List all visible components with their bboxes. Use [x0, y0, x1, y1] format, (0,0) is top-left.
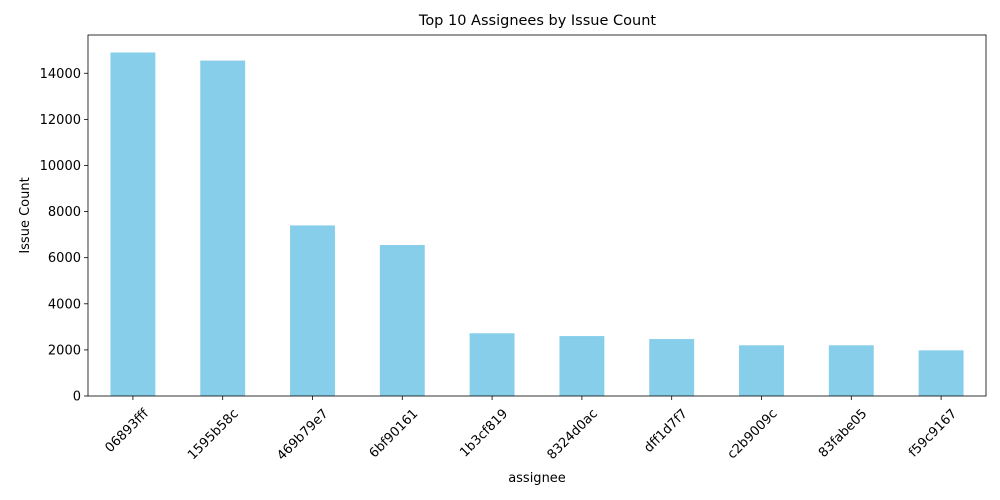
y-tick-label: 2000 — [48, 343, 81, 358]
bar-1595b58c — [200, 60, 246, 396]
x-tick-label: 1b3cf819 — [457, 406, 511, 460]
bar-c2b9009c — [739, 345, 784, 396]
y-axis-ticks: 0 2000 4000 6000 8000 10000 12000 14000 — [40, 67, 88, 405]
x-tick-label: 6bf90161 — [367, 406, 422, 461]
x-tick-label: 83fabe05 — [816, 406, 870, 460]
y-tick-label: 6000 — [48, 251, 81, 266]
x-axis-ticks: 06893fff 1595b58c 469b79e7 6bf90161 1b3cf819… — [103, 396, 960, 464]
x-tick-label: 1595b58c — [185, 406, 242, 463]
y-tick-label: 10000 — [40, 159, 81, 174]
bars-group — [110, 52, 964, 396]
x-tick-label: 06893fff — [103, 406, 153, 456]
y-tick-label: 4000 — [48, 297, 81, 312]
bar-6bf90161 — [379, 245, 425, 396]
y-tick-label: 8000 — [48, 205, 81, 220]
x-tick-label: c2b9009c — [725, 406, 781, 462]
bar-06893fff — [110, 52, 156, 396]
y-tick-label: 12000 — [40, 113, 81, 128]
x-tick-label: 469b79e7 — [274, 406, 331, 463]
bar-83fabe05 — [828, 345, 874, 396]
chart-title: Top 10 Assignees by Issue Count — [418, 13, 656, 29]
x-tick-label: 8324d0ac — [545, 406, 601, 462]
x-tick-label: dff1d7f7 — [641, 406, 690, 455]
bar-dff1d7f7 — [649, 339, 695, 396]
plot-area-frame — [87, 34, 987, 397]
bar-469b79e7 — [290, 225, 335, 396]
x-tick-label: f59c9167 — [906, 406, 960, 460]
bar-1b3cf819 — [469, 333, 515, 396]
y-tick-label: 0 — [73, 390, 81, 405]
bar-f59c9167 — [918, 350, 964, 396]
bar-8324d0ac — [559, 336, 605, 396]
y-tick-label: 14000 — [40, 67, 81, 82]
y-axis-title: Issue Count — [18, 177, 33, 253]
x-axis-title: assignee — [508, 471, 566, 486]
